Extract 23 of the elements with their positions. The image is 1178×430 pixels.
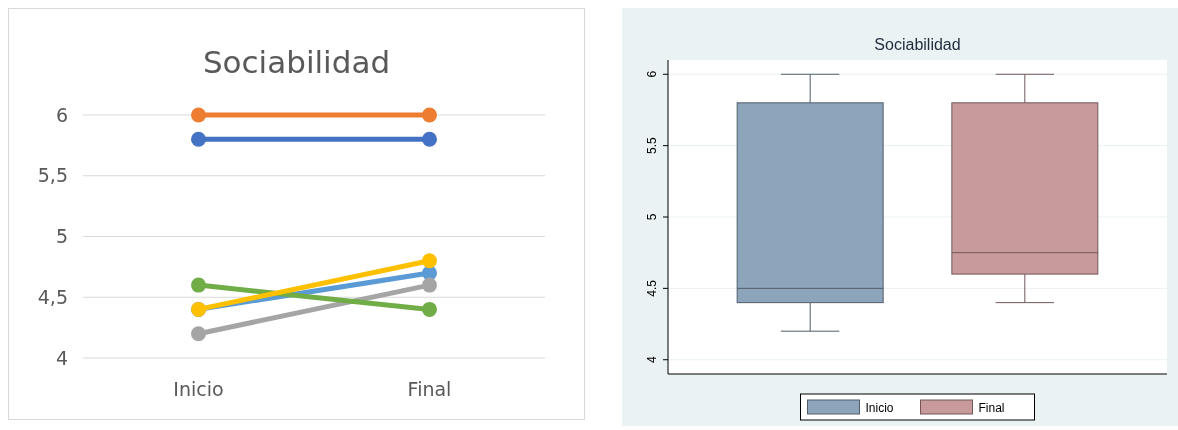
point xyxy=(191,131,206,147)
y-tick-label: 5.5 xyxy=(645,136,659,154)
y-tick-label: 6 xyxy=(645,70,659,78)
point xyxy=(422,131,437,147)
y-tick-label: 6 xyxy=(55,103,68,126)
y-tick-label: 4 xyxy=(645,356,659,364)
y-tick-label: 5 xyxy=(55,225,68,248)
point xyxy=(191,277,206,293)
legend-label: Inicio xyxy=(865,401,894,415)
point xyxy=(422,253,437,269)
chart-title: Sociabilidad xyxy=(202,44,391,80)
point xyxy=(422,301,437,317)
legend-label: Final xyxy=(978,401,1005,415)
y-tick-label: 4 xyxy=(55,346,68,369)
point xyxy=(191,326,206,342)
point xyxy=(422,277,437,293)
point xyxy=(191,107,206,123)
point xyxy=(422,107,437,123)
y-tick-label: 5 xyxy=(645,213,659,221)
y-tick-label: 4.5 xyxy=(645,279,659,297)
chart-title: Sociabilidad xyxy=(874,36,961,53)
y-tick-label: 4,5 xyxy=(37,285,68,308)
y-tick-label: 5,5 xyxy=(37,164,68,187)
